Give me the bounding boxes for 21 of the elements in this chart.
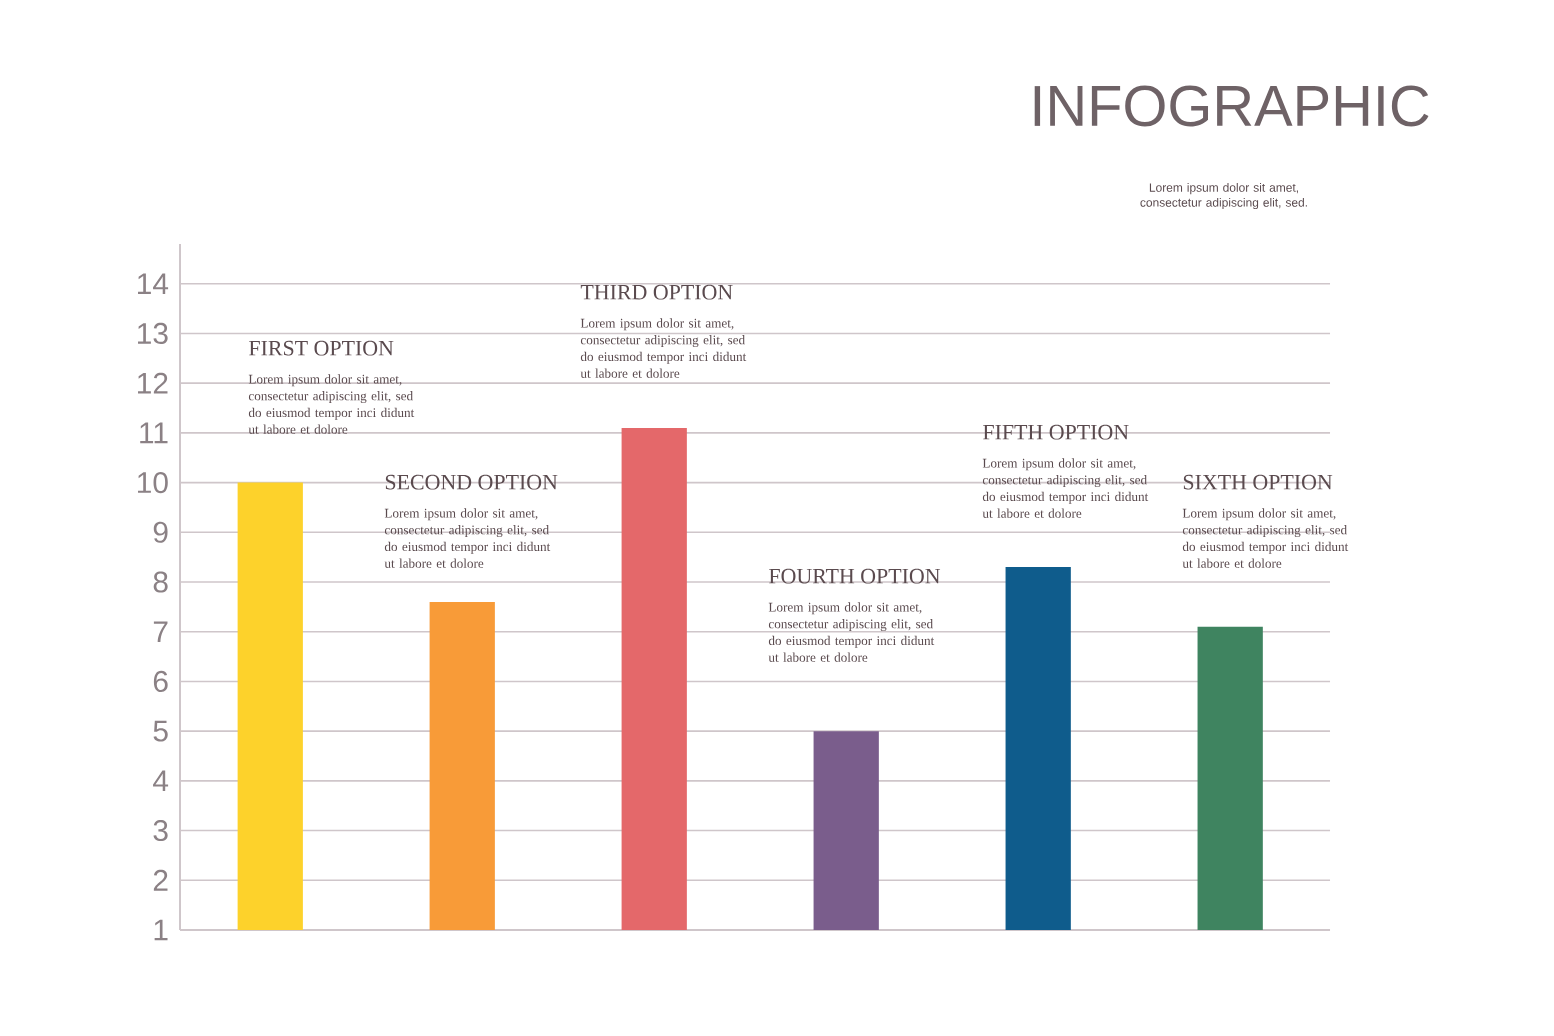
y-tick-label: 9 <box>153 521 168 543</box>
x-tick-label: FIRST OPTION <box>249 340 394 356</box>
y-tick-label: 6 <box>153 670 168 692</box>
y-tick-label: 7 <box>153 621 168 642</box>
y-tick-label: 5 <box>153 720 168 742</box>
y-tick-label: 3 <box>153 819 168 842</box>
y-tick-label: 14 <box>138 273 169 295</box>
x-tick-label: FOURTH OPTION <box>769 568 941 584</box>
y-tick-label: 13 <box>138 322 168 345</box>
chart-title: INFOGRAPHIC <box>1034 85 1429 127</box>
y-tick-label: 12 <box>138 372 168 394</box>
y-tick-label: 1 <box>154 919 168 941</box>
y-tick-label: 11 <box>140 422 168 444</box>
y-tick-label: 4 <box>153 770 169 792</box>
x-tick-label: SIXTH OPTION <box>1183 474 1333 490</box>
x-tick-label: SECOND OPTION <box>385 474 558 490</box>
y-tick-label: 8 <box>153 571 168 593</box>
y-tick-label: 10 <box>138 471 168 494</box>
x-tick-label: THIRD OPTION <box>580 284 733 300</box>
x-tick-label: FIFTH OPTION <box>983 424 1129 440</box>
y-tick-label: 2 <box>153 869 168 891</box>
